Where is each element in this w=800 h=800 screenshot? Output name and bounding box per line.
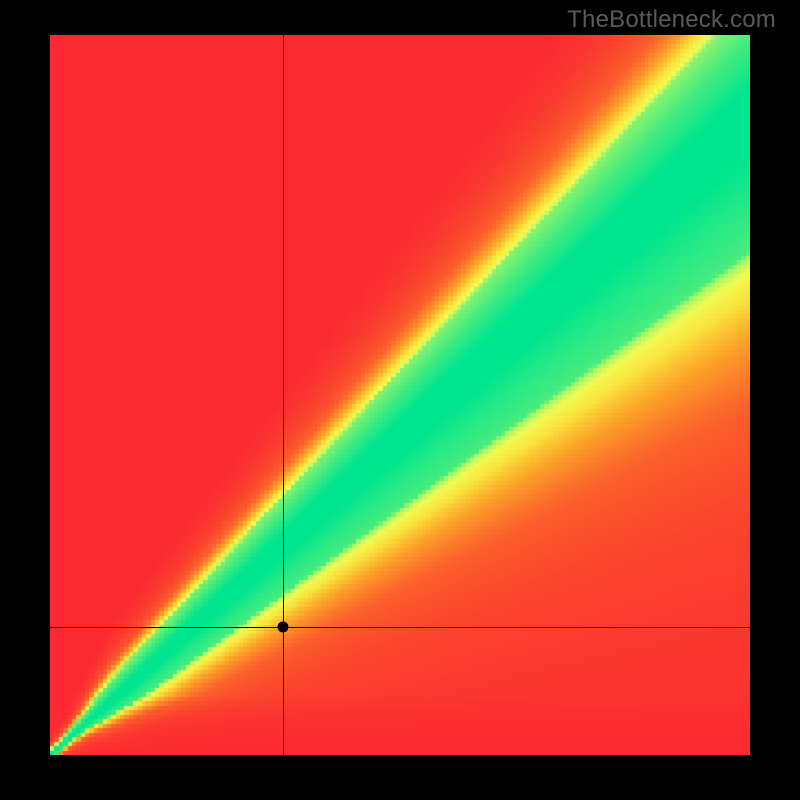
heatmap-canvas	[50, 35, 750, 755]
watermark-text: TheBottleneck.com	[567, 6, 776, 34]
chart-container: TheBottleneck.com	[0, 0, 800, 800]
